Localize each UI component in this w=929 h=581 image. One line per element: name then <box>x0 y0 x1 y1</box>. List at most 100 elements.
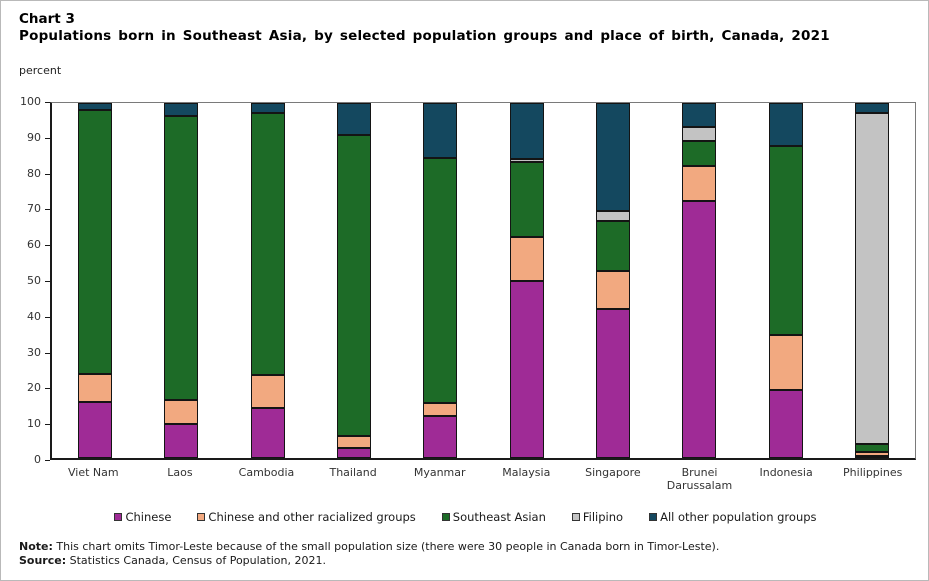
source-text: Statistics Canada, Census of Population,… <box>66 554 326 567</box>
y-tick-label-10: 10 <box>27 417 41 431</box>
bar-segment-southeast-asian <box>682 140 717 166</box>
bar-segment-southeast-asian <box>595 221 630 272</box>
y-tick-mark <box>45 102 50 103</box>
legend-swatch-icon <box>571 513 580 521</box>
note-text: This chart omits Timor-Leste because of … <box>52 540 720 553</box>
bar-slot-thailand <box>311 103 397 458</box>
legend-swatch-icon <box>441 513 450 521</box>
y-tick-label-50: 50 <box>27 274 41 287</box>
y-tick-mark <box>45 137 50 139</box>
legend-label: Filipino <box>582 510 624 524</box>
y-tick-mark <box>45 316 50 318</box>
y-tick-label-20: 20 <box>27 381 41 395</box>
legend-label: Chinese and other racialized groups <box>208 510 416 524</box>
bar-segment-chinese-and-other-racialized-groups <box>509 236 544 281</box>
bar-segment-southeast-asian <box>78 110 113 374</box>
y-tick-mark <box>45 388 50 390</box>
legend-swatch-icon <box>649 513 658 521</box>
bar-viet-nam <box>78 103 113 458</box>
bar-segment-filipino <box>509 159 544 162</box>
bar-myanmar <box>423 103 458 458</box>
bar-segment-all-other-population-groups <box>509 103 544 160</box>
bar-segment-chinese <box>250 408 285 458</box>
bar-slot-philippines <box>829 103 915 458</box>
bar-slot-cambodia <box>225 103 311 458</box>
legend-label: Southeast Asian <box>452 510 546 524</box>
legend-item-southeast-asian: Southeast Asian <box>441 510 546 524</box>
y-tick-label-30: 30 <box>27 345 41 359</box>
bar-laos <box>164 103 199 458</box>
bar-segment-all-other-population-groups <box>78 103 113 111</box>
bar-segment-all-other-population-groups <box>164 103 199 117</box>
x-tick-label-myanmar: Myanmar <box>413 466 466 479</box>
bar-segment-all-other-population-groups <box>337 103 372 136</box>
source-label: Source: <box>19 554 67 567</box>
legend-label: Chinese <box>125 510 172 524</box>
x-tick-label-viet-nam: Viet Nam <box>67 466 119 479</box>
y-axis-unit-label: percent <box>19 64 62 77</box>
y-tick-mark <box>45 173 50 175</box>
y-tick-mark <box>45 245 50 247</box>
y-tick-label-60: 60 <box>27 238 41 252</box>
legend-item-chinese-and-other-racialized-groups: Chinese and other racialized groups <box>197 510 416 524</box>
bar-segment-chinese-and-other-racialized-groups <box>682 165 717 202</box>
bar-segment-all-other-population-groups <box>682 103 717 127</box>
bar-slot-myanmar <box>397 103 483 458</box>
bar-cambodia <box>250 103 285 458</box>
x-tick-label-indonesia: Indonesia <box>759 466 813 479</box>
bar-segment-chinese <box>423 416 458 458</box>
bar-segment-chinese <box>854 455 889 458</box>
x-tick-label-cambodia: Cambodia <box>238 466 295 479</box>
bar-segment-all-other-population-groups <box>423 103 458 158</box>
bar-segment-southeast-asian <box>509 161 544 237</box>
legend: Chinese Chinese and other racialized grou… <box>1 510 928 524</box>
bar-slot-viet-nam <box>52 103 138 458</box>
x-axis-labels: Viet Nam Laos Cambodia Thailand Myanmar Malay… <box>50 466 916 496</box>
x-tick-label-philippines: Philippines <box>843 466 903 479</box>
legend-swatch-icon <box>114 513 123 521</box>
y-tick-label-0: 0 <box>34 453 41 466</box>
x-tick-label-laos: Laos <box>167 466 193 479</box>
bar-segment-all-other-population-groups <box>595 103 630 211</box>
bar-segment-chinese <box>78 401 113 458</box>
bar-philippines <box>854 103 889 458</box>
x-tick-label-singapore: Singapore <box>585 466 641 479</box>
x-tick-label-thailand: Thailand <box>329 466 377 479</box>
y-tick-label-70: 70 <box>27 202 41 216</box>
y-tick-label-90: 90 <box>27 130 41 144</box>
bar-segment-chinese-and-other-racialized-groups <box>595 271 630 309</box>
y-tick-label-80: 80 <box>27 166 41 180</box>
chart-number: Chart 3 <box>19 11 75 27</box>
chart-title: Populations born in Southeast Asia, by s… <box>19 28 830 44</box>
bar-segment-filipino <box>595 210 630 222</box>
note-line: Note: This chart omits Timor-Leste becau… <box>19 540 719 553</box>
bar-segment-chinese-and-other-racialized-groups <box>164 399 199 425</box>
bar-segment-chinese <box>337 448 372 458</box>
bar-slot-malaysia <box>484 103 570 458</box>
bar-segment-filipino <box>682 126 717 141</box>
source-line: Source: Statistics Canada, Census of Pop… <box>19 554 326 567</box>
y-tick-mark <box>45 460 50 461</box>
bar-segment-chinese <box>509 280 544 458</box>
bar-segment-all-other-population-groups <box>250 103 285 113</box>
y-tick-mark <box>45 209 50 211</box>
bar-segment-southeast-asian <box>768 145 803 335</box>
legend-item-filipino: Filipino <box>571 510 624 524</box>
bar-slot-laos <box>138 103 224 458</box>
y-tick-label-100: 100 <box>20 95 41 108</box>
y-tick-label-40: 40 <box>27 309 41 323</box>
legend-swatch-icon <box>197 513 206 521</box>
bar-malaysia <box>509 103 544 458</box>
bar-segment-southeast-asian <box>337 135 372 436</box>
bar-segment-chinese <box>768 389 803 458</box>
x-tick-label-malaysia: Malaysia <box>502 466 551 479</box>
bar-segment-chinese-and-other-racialized-groups <box>337 435 372 449</box>
y-tick-mark <box>45 424 50 426</box>
bar-segment-southeast-asian <box>164 116 199 400</box>
bar-segment-chinese-and-other-racialized-groups <box>854 451 889 456</box>
legend-item-chinese: Chinese <box>114 510 171 524</box>
bar-segment-all-other-population-groups <box>768 103 803 146</box>
x-tick-label-brunei-darussalam: Brunei Darussalam <box>666 466 733 492</box>
y-tick-mark <box>45 281 50 282</box>
